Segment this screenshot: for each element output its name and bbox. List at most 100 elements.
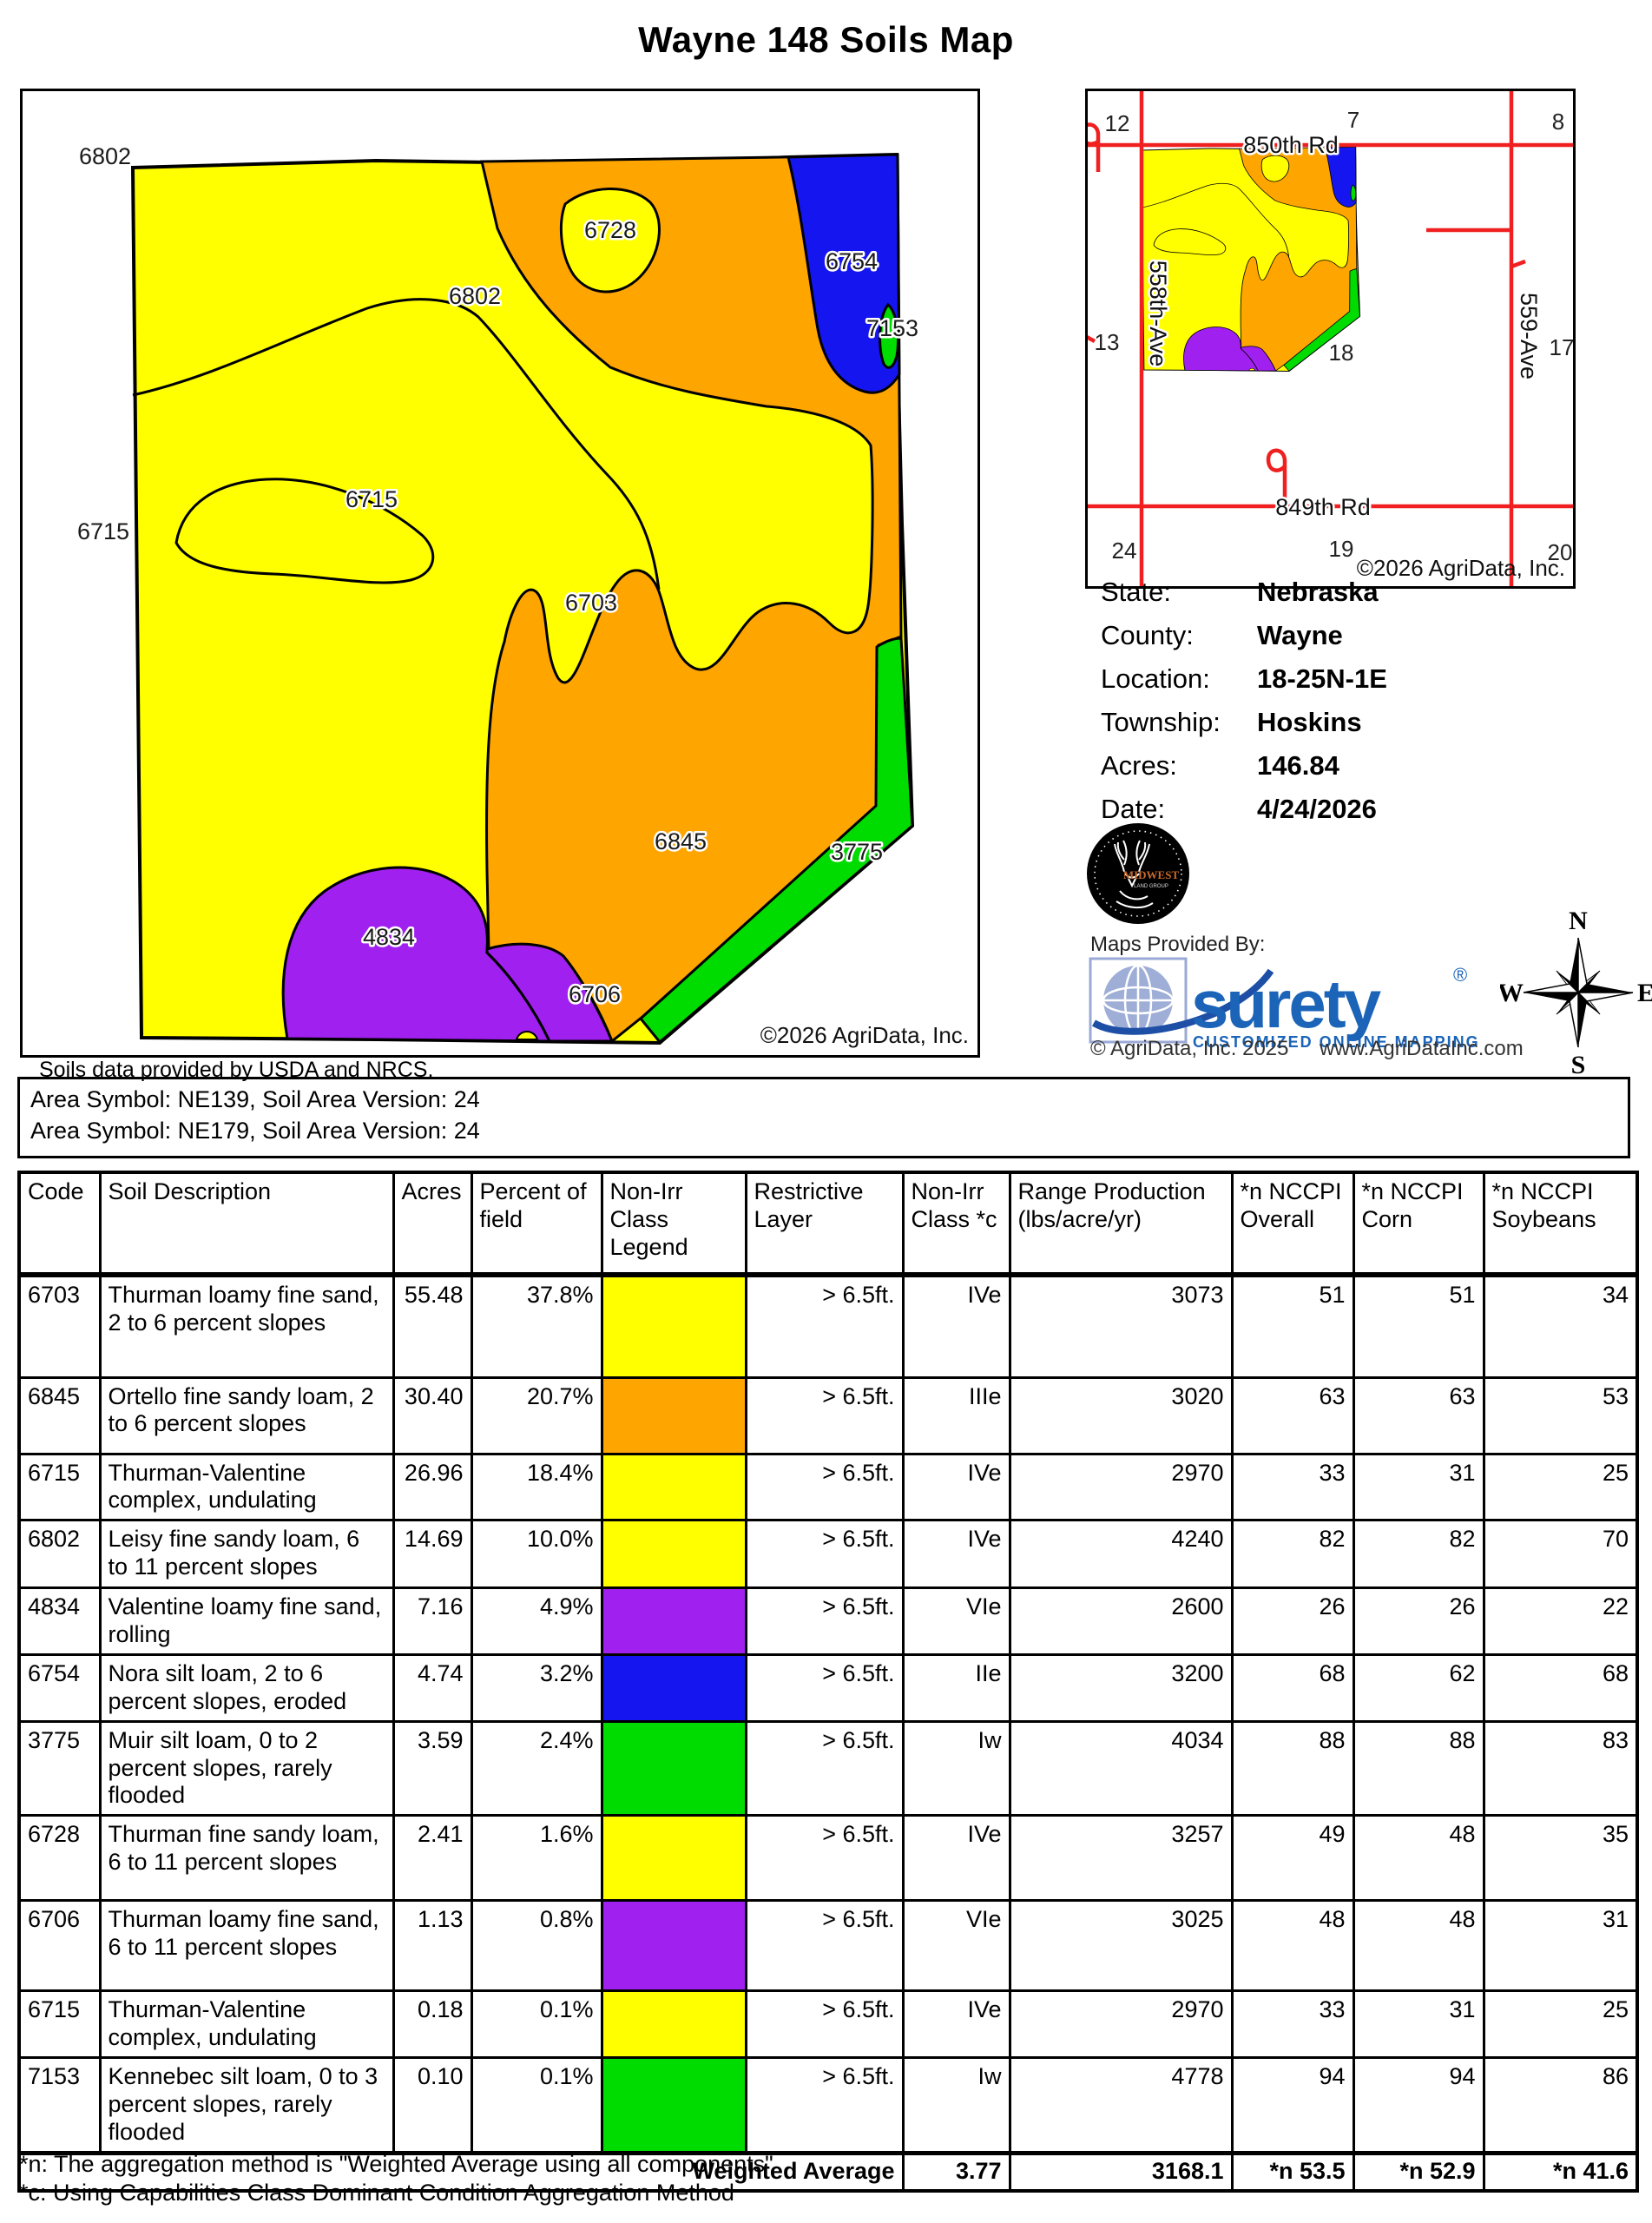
table-cell-percent: 1.6%: [470, 1814, 603, 1903]
info-row-acres: Acres: 146.84: [1101, 750, 1587, 794]
compass-south-label: S: [1571, 1051, 1586, 1077]
surety-wordmark: surety: [1191, 966, 1381, 1042]
table-cell-range: 3257: [1008, 1814, 1234, 1903]
midwest-text: MIDWEST: [1123, 868, 1180, 881]
table-header-row: Code Soil Description Acres Percent of f…: [17, 1171, 1639, 1277]
table-cell-code: 6802: [17, 1519, 102, 1590]
table-cell-soybeans: 35: [1482, 1814, 1639, 1903]
mini-soils-map: [1141, 146, 1360, 373]
table-cell-description: Leisy fine sandy loam, 6 to 11 percent s…: [98, 1519, 395, 1590]
soil-table-row: 4834 Valentine loamy fine sand, rolling 7.…: [17, 1586, 1639, 1656]
table-cell-acres: 1.13: [392, 1899, 473, 1993]
table-cell-overall: 68: [1230, 1652, 1355, 1723]
table-cell-acres: 30.40: [392, 1375, 473, 1455]
area-symbol-box: Area Symbol: NE139, Soil Area Version: 2…: [17, 1077, 1630, 1158]
section-7: 7: [1347, 107, 1359, 133]
table-cell-code: 6754: [17, 1652, 102, 1723]
section-18: 18: [1329, 340, 1354, 366]
weighted-average-range: 3168.1: [1008, 2150, 1234, 2193]
soil-table-row: 6728 Thurman fine sandy loam, 6 to 11 per…: [17, 1814, 1639, 1903]
table-cell-code: 6728: [17, 1814, 102, 1903]
map-copyright: ©2026 AgriData, Inc.: [760, 1022, 969, 1048]
soil-region-green-3775: [638, 637, 914, 1045]
soil-region-yellow-6728: [559, 188, 661, 294]
table-cell-legend: [600, 1519, 747, 1590]
soil-notch: [515, 1031, 539, 1040]
table-cell-percent: 0.1%: [470, 1989, 603, 2059]
road-tick-right: [1510, 259, 1526, 269]
table-cell-percent: 3.2%: [470, 1652, 603, 1723]
footnote-n: *n: The aggregation method is "Weighted …: [19, 2151, 773, 2177]
soil-table-row: 6706 Thurman loamy fine sand, 6 to 11 per…: [17, 1899, 1639, 1993]
table-cell-description: Thurman loamy fine sand, 6 to 11 percent…: [98, 1899, 395, 1993]
table-cell-soybeans: 25: [1482, 1452, 1639, 1522]
info-value: 4/24/2026: [1257, 794, 1377, 824]
locator-map-panel: 850th Rd 849th Rd 558th-Ave 559-Ave 12 7…: [1074, 89, 1576, 589]
table-cell-overall: 82: [1230, 1519, 1355, 1590]
info-value: Hoskins: [1257, 707, 1362, 737]
map-label-6802-inner: 6802: [449, 283, 501, 309]
soil-boundary-6715: [174, 478, 435, 584]
table-cell-code: 4834: [17, 1586, 102, 1656]
table-cell-percent: 20.7%: [470, 1375, 603, 1455]
table-cell-class: IVe: [901, 1273, 1011, 1379]
table-cell-description: Nora silt loam, 2 to 6 percent slopes, e…: [98, 1652, 395, 1723]
table-cell-range: 2970: [1008, 1989, 1234, 2059]
weighted-average-overall: *n 53.5: [1230, 2150, 1355, 2193]
map-label-4834: 4834: [363, 924, 415, 950]
table-cell-range: 3200: [1008, 1652, 1234, 1723]
table-cell-class: VIe: [901, 1586, 1011, 1656]
table-cell-range: 4240: [1008, 1519, 1234, 1590]
road-stub-topleft: [1079, 122, 1101, 172]
locator-copyright: ©2026 AgriData, Inc.: [1357, 555, 1565, 581]
table-cell-acres: 0.10: [392, 2055, 473, 2154]
table-cell-corn: 31: [1352, 1452, 1485, 1522]
table-cell-description: Thurman loamy fine sand, 2 to 6 percent …: [98, 1273, 395, 1379]
table-cell-code: 6715: [17, 1452, 102, 1522]
table-cell-class: IVe: [901, 1519, 1011, 1590]
table-cell-acres: 55.48: [392, 1273, 473, 1379]
table-cell-description: Ortello fine sandy loam, 2 to 6 percent …: [98, 1375, 395, 1455]
map-label-6802-outer: 6802: [79, 143, 131, 169]
table-cell-class: IVe: [901, 1814, 1011, 1903]
footnotes: *n: The aggregation method is "Weighted …: [19, 2150, 773, 2207]
table-cell-legend: [600, 1273, 747, 1379]
info-row-county: County: Wayne: [1101, 620, 1587, 663]
table-cell-acres: 7.16: [392, 1586, 473, 1656]
table-cell-restrictive: > 6.5ft.: [744, 2055, 905, 2154]
table-cell-soybeans: 53: [1482, 1375, 1639, 1455]
table-cell-percent: 10.0%: [470, 1519, 603, 1590]
footnote-c: *c: Using Capabilities Class Dominant Co…: [19, 2179, 734, 2206]
table-cell-code: 6703: [17, 1273, 102, 1379]
table-cell-acres: 0.18: [392, 1989, 473, 2059]
registered-mark-icon: ®: [1453, 964, 1467, 986]
table-cell-restrictive: > 6.5ft.: [744, 1814, 905, 1903]
map-label-6706: 6706: [569, 981, 621, 1007]
table-cell-corn: 26: [1352, 1586, 1485, 1656]
soil-boundary-6802-6703: [132, 298, 661, 590]
weighted-average-label: Weighted Average: [17, 2150, 905, 2193]
table-cell-description: Thurman-Valentine complex, undulating: [98, 1452, 395, 1522]
table-cell-restrictive: > 6.5ft.: [744, 1452, 905, 1522]
soil-table-row: 6715 Thurman-Valentine complex, undulatin…: [17, 1452, 1639, 1522]
col-header-nccpi-corn: *n NCCPI Corn: [1352, 1171, 1485, 1277]
table-cell-description: Kennebec silt loam, 0 to 3 percent slope…: [98, 2055, 395, 2154]
table-cell-acres: 2.41: [392, 1814, 473, 1903]
info-label: Location:: [1101, 663, 1210, 694]
table-cell-restrictive: > 6.5ft.: [744, 1719, 905, 1817]
table-cell-soybeans: 31: [1482, 1899, 1639, 1993]
map-label-6715-inner: 6715: [346, 486, 398, 512]
deer-icon: [1114, 840, 1154, 908]
surety-tagline: CUSTOMIZED ONLINE MAPPING: [1193, 1033, 1480, 1051]
table-cell-restrictive: > 6.5ft.: [744, 1375, 905, 1455]
soil-table-row: 6754 Nora silt loam, 2 to 6 percent slope…: [17, 1652, 1639, 1723]
table-cell-legend: [600, 1899, 747, 1993]
maps-provided-by: Maps Provided By:: [1090, 933, 1266, 956]
land-group-text: LAND GROUP: [1134, 884, 1168, 889]
compass-west-label: W: [1500, 979, 1524, 1007]
info-label: Township:: [1101, 707, 1221, 737]
table-cell-soybeans: 22: [1482, 1586, 1639, 1656]
table-cell-overall: 88: [1230, 1719, 1355, 1817]
table-cell-class: Iw: [901, 1719, 1011, 1817]
table-cell-overall: 33: [1230, 1452, 1355, 1522]
